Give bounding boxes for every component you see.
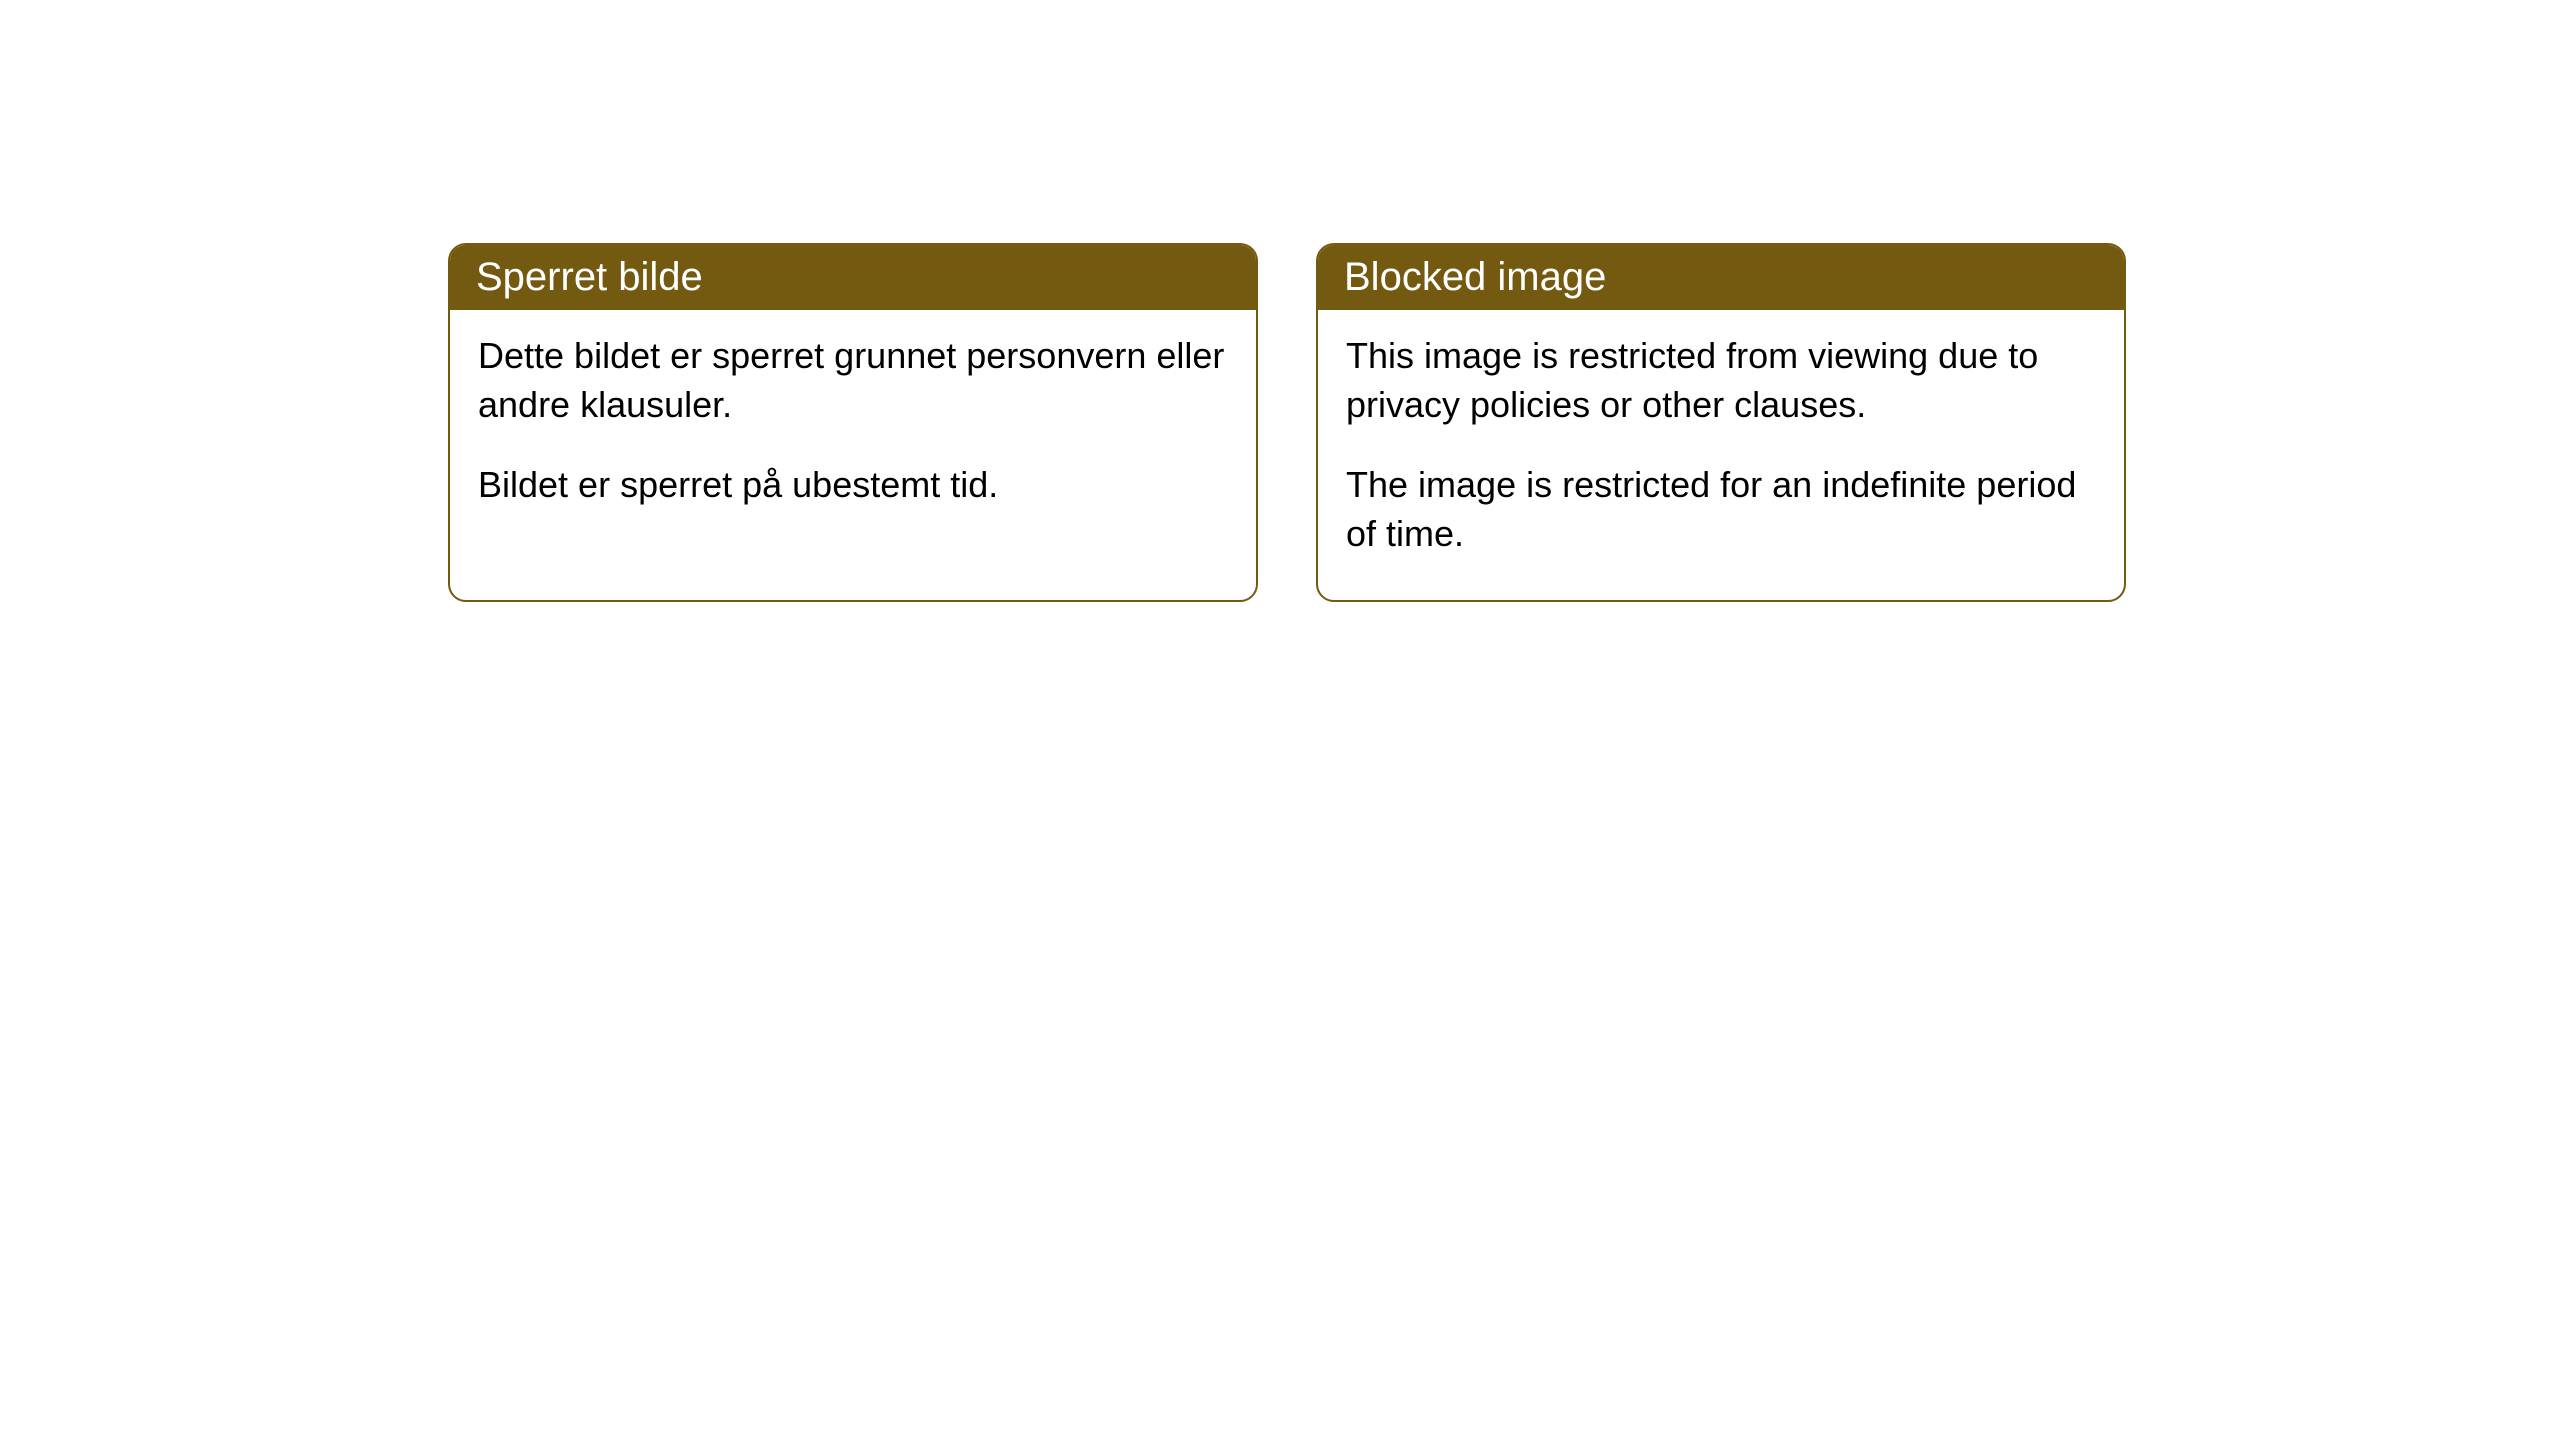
card-title-norwegian: Sperret bilde [476, 255, 703, 299]
card-para1-norwegian: Dette bildet er sperret grunnet personve… [478, 332, 1228, 429]
card-title-english: Blocked image [1344, 255, 1606, 299]
notice-container: Sperret bilde Dette bildet er sperret gr… [448, 243, 2126, 602]
card-para2-norwegian: Bildet er sperret på ubestemt tid. [478, 461, 1228, 510]
card-header-english: Blocked image [1318, 245, 2124, 310]
blocked-image-card-english: Blocked image This image is restricted f… [1316, 243, 2126, 602]
card-header-norwegian: Sperret bilde [450, 245, 1256, 310]
card-body-english: This image is restricted from viewing du… [1318, 310, 2124, 600]
card-para2-english: The image is restricted for an indefinit… [1346, 461, 2096, 558]
blocked-image-card-norwegian: Sperret bilde Dette bildet er sperret gr… [448, 243, 1258, 602]
card-para1-english: This image is restricted from viewing du… [1346, 332, 2096, 429]
card-body-norwegian: Dette bildet er sperret grunnet personve… [450, 310, 1256, 552]
